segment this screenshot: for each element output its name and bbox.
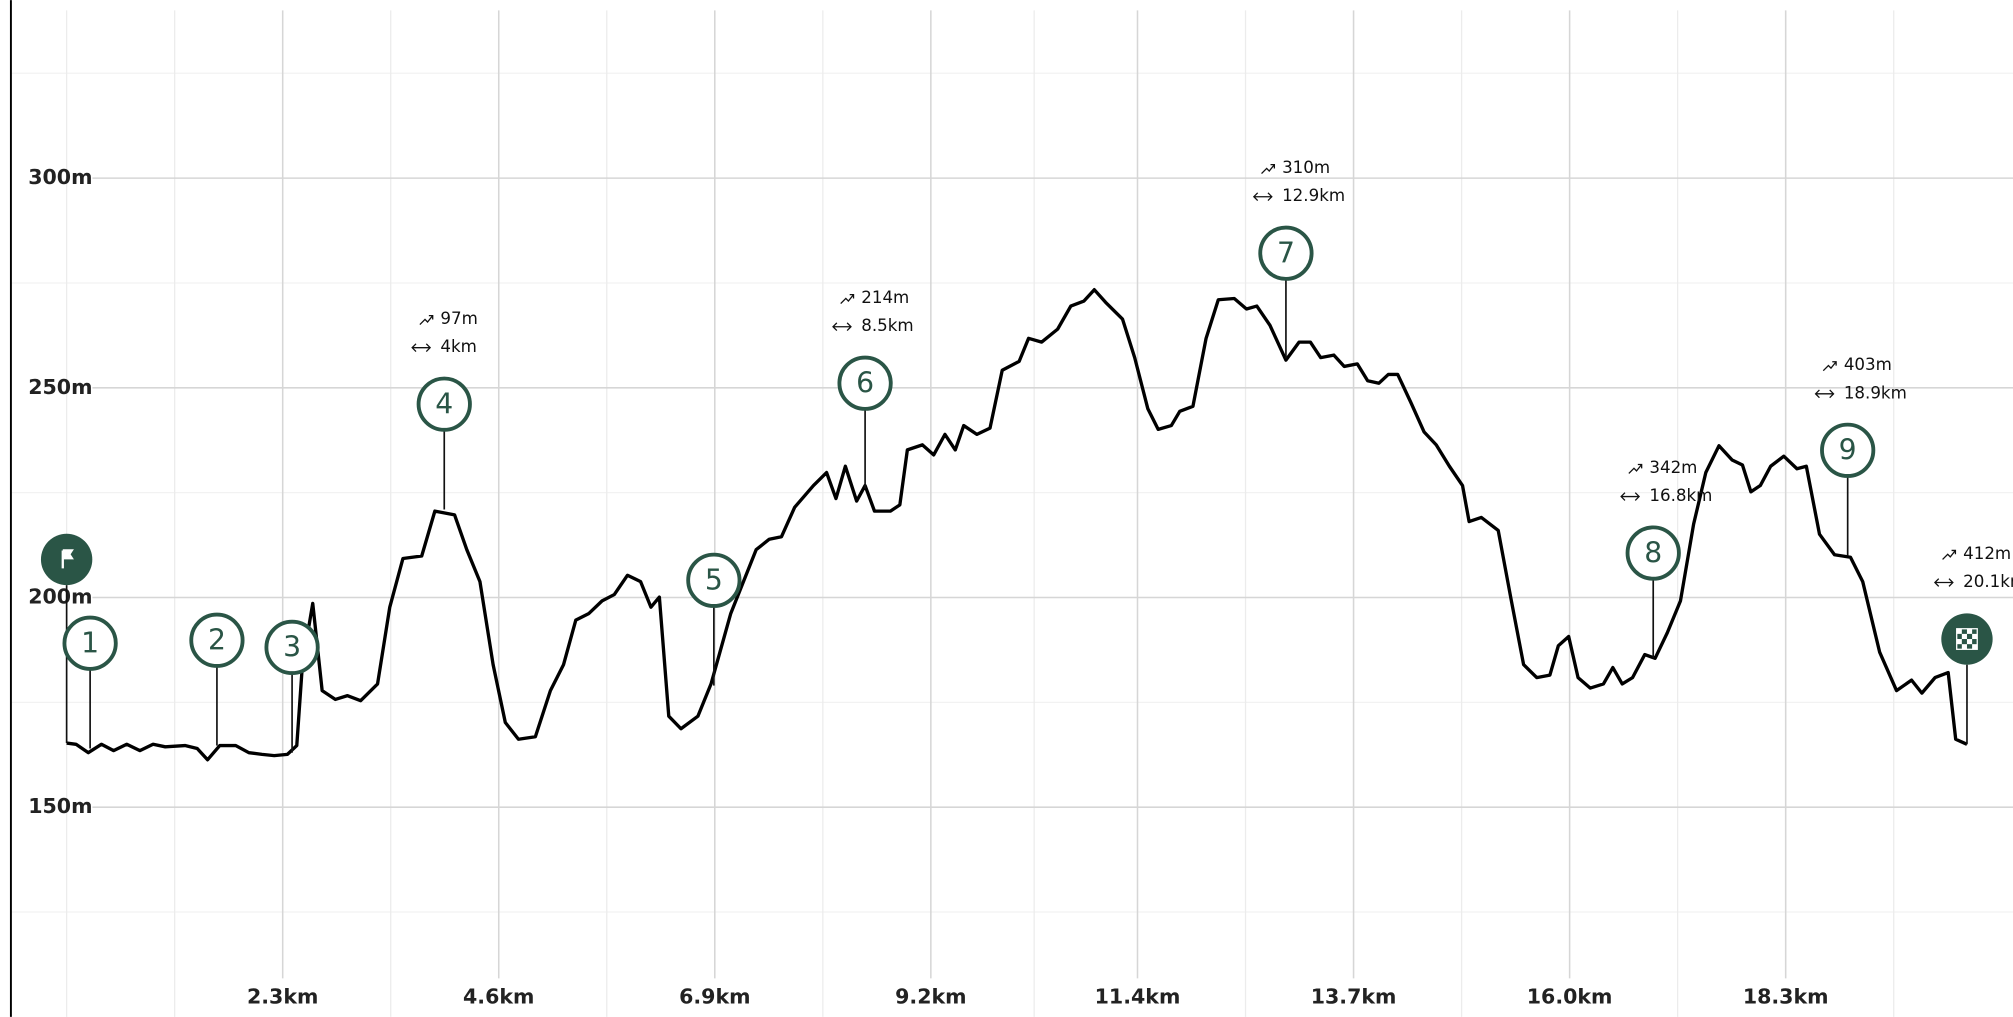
distance-label: 8.5km <box>861 316 913 335</box>
distance-label: 12.9km <box>1282 186 1345 205</box>
gain-icon <box>1261 163 1276 175</box>
waypoint-number: 9 <box>1839 434 1857 467</box>
y-tick-label: 200m <box>28 585 92 609</box>
finish-icon-cell <box>1956 639 1962 645</box>
distance-icon <box>1933 578 1954 587</box>
waypoint: 1 <box>62 615 118 749</box>
finish-icon-cell <box>1961 644 1967 650</box>
waypoint-marker <box>1625 525 1681 581</box>
waypoint-number: 7 <box>1277 236 1295 269</box>
y-tick-label: 250m <box>28 375 92 399</box>
finish-icon-cell <box>1966 639 1973 645</box>
distance-label: 16.8km <box>1649 486 1712 505</box>
waypoint-number: 8 <box>1644 536 1662 569</box>
gain-icon <box>419 314 434 326</box>
x-tick-label: 18.3km <box>1743 985 1829 1009</box>
waypoint: 2 <box>189 612 245 746</box>
waypoint-number: 2 <box>208 624 226 657</box>
waypoint-marker <box>1820 422 1876 478</box>
waypoint-marker <box>189 612 245 668</box>
waypoint-marker <box>264 619 320 676</box>
waypoint-number: 5 <box>705 564 723 597</box>
waypoint <box>40 533 93 744</box>
gain-label: 97m <box>440 309 477 328</box>
distance-label: 4km <box>440 337 477 356</box>
gain-icon <box>1628 463 1643 474</box>
waypoint-marker <box>62 615 118 671</box>
gain-label: 310m <box>1282 158 1330 177</box>
gain-icon <box>1942 549 1957 560</box>
gain-label: 412m <box>1963 544 2011 563</box>
distance-icon <box>1252 192 1273 202</box>
x-tick-label: 16.0km <box>1527 985 1613 1009</box>
finish-icon-cell <box>1961 633 1967 640</box>
waypoint: 8 342m 16.8km <box>1620 458 1712 659</box>
gain-label: 342m <box>1649 458 1697 477</box>
x-tick-label: 13.7km <box>1311 985 1397 1009</box>
x-tick-label: 11.4km <box>1095 985 1181 1009</box>
waypoint: 5 <box>686 552 742 686</box>
gain-label: 214m <box>861 288 909 307</box>
waypoint: 7 310m 12.9km <box>1252 158 1345 359</box>
waypoint-marker <box>1258 225 1314 281</box>
x-tick-label: 2.3km <box>247 985 318 1009</box>
elevation-line <box>66 288 1968 762</box>
waypoint: 3 <box>264 619 320 753</box>
waypoint-number: 6 <box>856 366 874 399</box>
distance-label: 18.9km <box>1844 383 1907 402</box>
waypoint-marker <box>837 355 893 411</box>
gain-label: 403m <box>1844 355 1892 374</box>
finish-icon-frame <box>1956 628 1978 650</box>
finish-icon-cell <box>1972 633 1978 640</box>
finish-icon-cell <box>1972 644 1978 650</box>
waypoint-marker <box>686 552 742 608</box>
distance-icon <box>832 322 852 332</box>
y-tick-label: 150m <box>28 794 92 818</box>
x-tick-label: 4.6km <box>463 985 534 1009</box>
x-tick-label: 9.2km <box>895 985 966 1009</box>
flag-icon <box>61 549 74 569</box>
waypoint-number: 3 <box>283 631 301 664</box>
distance-icon <box>411 343 432 352</box>
x-tick-label: 6.9km <box>679 985 750 1009</box>
waypoint-number: 1 <box>81 626 99 659</box>
distance-icon <box>1620 492 1641 501</box>
waypoint-number: 4 <box>435 387 453 420</box>
waypoint: 9 403m 18.9km <box>1814 355 1907 556</box>
finish-icon-cell <box>1966 628 1973 634</box>
finish-icon-cell <box>1956 628 1962 634</box>
waypoint-icon-marker <box>40 533 93 586</box>
gain-icon <box>840 293 855 305</box>
distance-label: 20.1km <box>1963 572 2013 591</box>
waypoint: 412m 20.1km <box>1933 544 2013 745</box>
distance-icon <box>1814 389 1835 399</box>
waypoint: 4 97m 4km <box>411 309 478 510</box>
waypoint-marker <box>416 376 472 432</box>
gain-icon <box>1822 361 1837 372</box>
y-tick-label: 300m <box>28 165 92 189</box>
waypoint: 6 214m 8.5km <box>832 288 914 489</box>
